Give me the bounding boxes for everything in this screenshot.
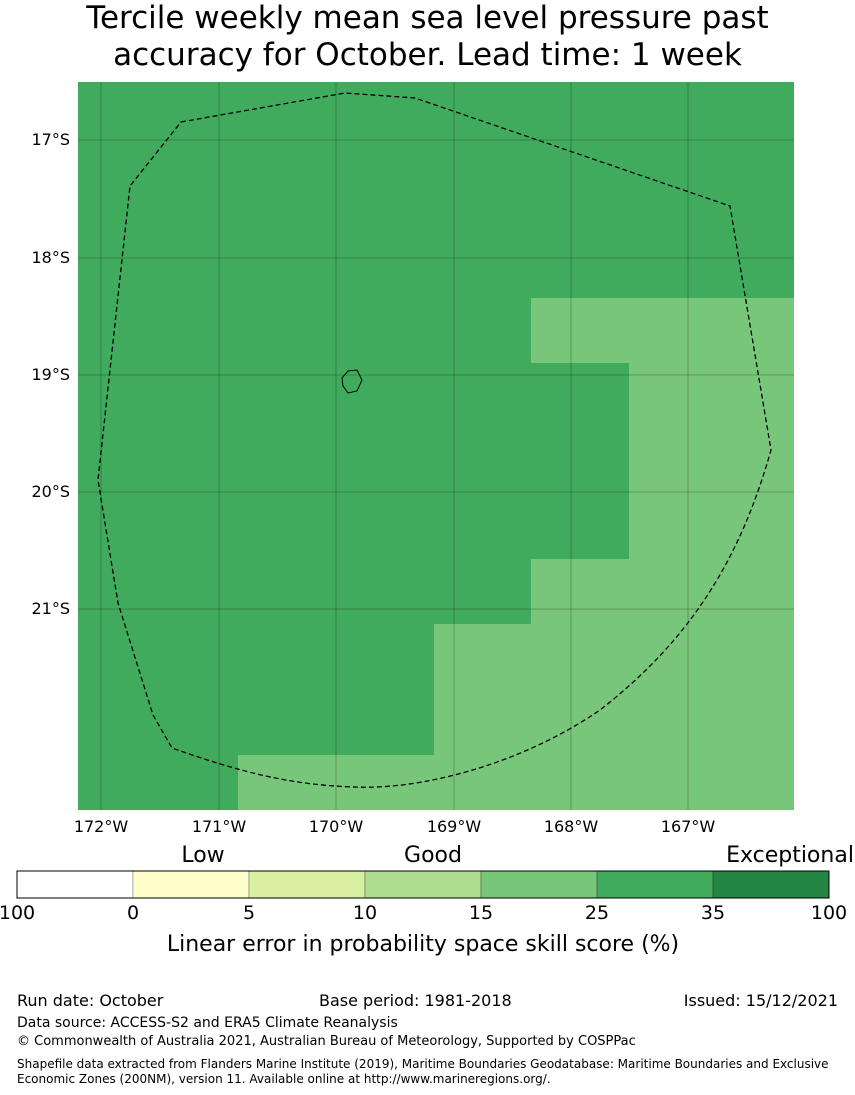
colorbar-tick: 100 — [0, 902, 36, 924]
colorbar-tick: 0 — [126, 902, 140, 924]
map-title: Tercile weekly mean sea level pressure p… — [0, 0, 855, 74]
base-period: Base period: 1981-2018 — [319, 991, 512, 1010]
shapefile-credit-1: Shapefile data extracted from Flanders M… — [17, 1057, 829, 1071]
run-date: Run date: October — [17, 991, 164, 1010]
lon-label: 172°W — [73, 817, 129, 836]
eez-boundary — [97, 92, 772, 788]
lat-label: 21°S — [31, 599, 70, 618]
colorbar-tick: 25 — [584, 902, 610, 924]
gridlines — [78, 82, 794, 810]
lon-label: 168°W — [543, 817, 599, 836]
colorbar-category-low: Low — [181, 843, 225, 868]
colorbar-segment — [596, 870, 714, 899]
lat-label: 17°S — [31, 130, 70, 149]
niue-island — [341, 369, 363, 394]
title-line-1: Tercile weekly mean sea level pressure p… — [86, 0, 769, 36]
copyright: © Commonwealth of Australia 2021, Austra… — [17, 1034, 636, 1049]
lon-label: 167°W — [660, 817, 716, 836]
colorbar-label: Linear error in probability space skill … — [166, 932, 680, 957]
lon-label: 170°W — [308, 817, 364, 836]
colorbar-tick: 10 — [352, 902, 378, 924]
colorbar-segment — [16, 870, 134, 899]
shapefile-credit-2: Economic Zones (200NM), version 11. Avai… — [17, 1072, 551, 1086]
colorbar-segment — [132, 870, 250, 899]
lat-label: 20°S — [31, 482, 70, 501]
colorbar-category-good: Good — [404, 843, 462, 868]
skill-region-secondary — [238, 298, 794, 810]
lat-label: 18°S — [31, 248, 70, 267]
colorbar-outline — [16, 870, 830, 899]
colorbar-segment — [480, 870, 598, 899]
colorbar-segment — [364, 870, 482, 899]
lat-label: 19°S — [31, 365, 70, 384]
title-line-2: accuracy for October. Lead time: 1 week — [113, 37, 742, 73]
colorbar-tick: 35 — [700, 902, 726, 924]
colorbar-segment — [248, 870, 366, 899]
colorbar-tick: 100 — [810, 902, 848, 924]
data-source: Data source: ACCESS-S2 and ERA5 Climate … — [17, 1015, 398, 1031]
colorbar-segment — [712, 870, 830, 899]
lon-label: 171°W — [191, 817, 247, 836]
colorbar-tick: 5 — [242, 902, 256, 924]
colorbar-category-exceptional: Exceptional — [726, 843, 854, 868]
colorbar — [16, 870, 830, 899]
issued-date: Issued: 15/12/2021 — [683, 991, 838, 1010]
colorbar-tick: 15 — [468, 902, 494, 924]
lon-label: 169°W — [426, 817, 482, 836]
